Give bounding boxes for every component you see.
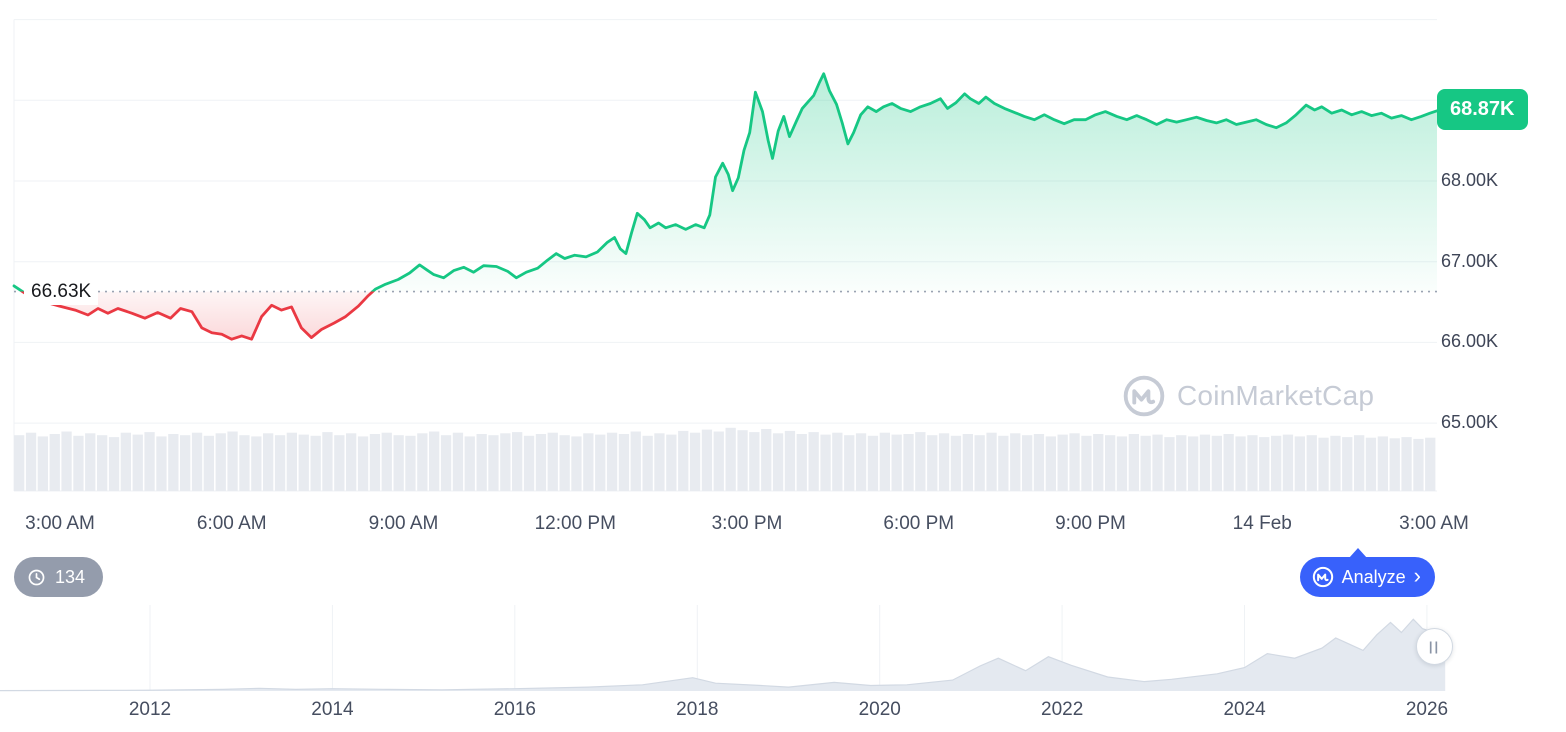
x-axis-label: 12:00 PM <box>534 513 616 534</box>
y-axis-label: 67.00K <box>1441 250 1499 271</box>
coinmarketcap-logo-icon <box>1312 566 1333 588</box>
minimap-year-label: 2018 <box>676 699 719 720</box>
minimap-year-label: 2020 <box>858 699 901 720</box>
coinmarketcap-watermark: CoinMarketCap <box>1122 374 1374 418</box>
x-axis-label: 6:00 AM <box>196 513 267 534</box>
watermark-text: CoinMarketCap <box>1177 380 1375 411</box>
y-axis-label: 66.00K <box>1441 331 1499 352</box>
current-price-badge: 68.87K <box>1437 89 1528 130</box>
analyze-tooltip-tail <box>1349 548 1367 558</box>
y-axis-label: 65.00K <box>1441 412 1499 433</box>
history-count: 134 <box>55 566 86 587</box>
x-axis-label: 9:00 AM <box>368 513 439 534</box>
chevron-right-icon: › <box>1413 563 1421 588</box>
minimap-year-axis: 2012 2014 2016 2018 2020 2022 2024 2026 <box>0 699 1566 725</box>
x-axis-label: 6:00 PM <box>883 513 955 534</box>
minimap-canvas <box>0 605 1446 692</box>
baseline-price-label: 66.63K <box>24 279 99 305</box>
minimap-year-label: 2024 <box>1223 699 1266 720</box>
minimap-year-label: 2026 <box>1405 699 1449 720</box>
x-axis: 3:00 AM 6:00 AM 9:00 AM 12:00 PM 3:00 PM 6:00… <box>0 513 1566 541</box>
analyze-button[interactable]: Analyze › <box>1299 548 1435 597</box>
coinmarketcap-logo-icon <box>1123 375 1165 417</box>
x-axis-label: 3:00 PM <box>711 513 783 534</box>
pause-bars-icon: || <box>1428 639 1441 654</box>
price-line-chart-canvas[interactable] <box>0 0 1566 500</box>
minimap-year-label: 2014 <box>311 699 354 720</box>
x-axis-label: 3:00 AM <box>1399 513 1469 534</box>
x-axis-label: 14 Feb <box>1232 513 1292 534</box>
minimap-year-label: 2022 <box>1041 699 1084 720</box>
history-clock-icon <box>28 569 45 585</box>
timeline-minimap[interactable] <box>0 603 1566 693</box>
analyze-label: Analyze <box>1341 566 1406 587</box>
range-handle[interactable]: || <box>1416 628 1453 665</box>
minimap-year-label: 2016 <box>493 699 536 720</box>
minimap-year-label: 2012 <box>128 699 172 720</box>
recently-viewed-badge[interactable]: 134 <box>14 557 104 597</box>
x-axis-label: 3:00 AM <box>25 513 95 534</box>
y-axis-label: 68.00K <box>1441 170 1499 190</box>
x-axis-label: 9:00 PM <box>1055 513 1126 534</box>
